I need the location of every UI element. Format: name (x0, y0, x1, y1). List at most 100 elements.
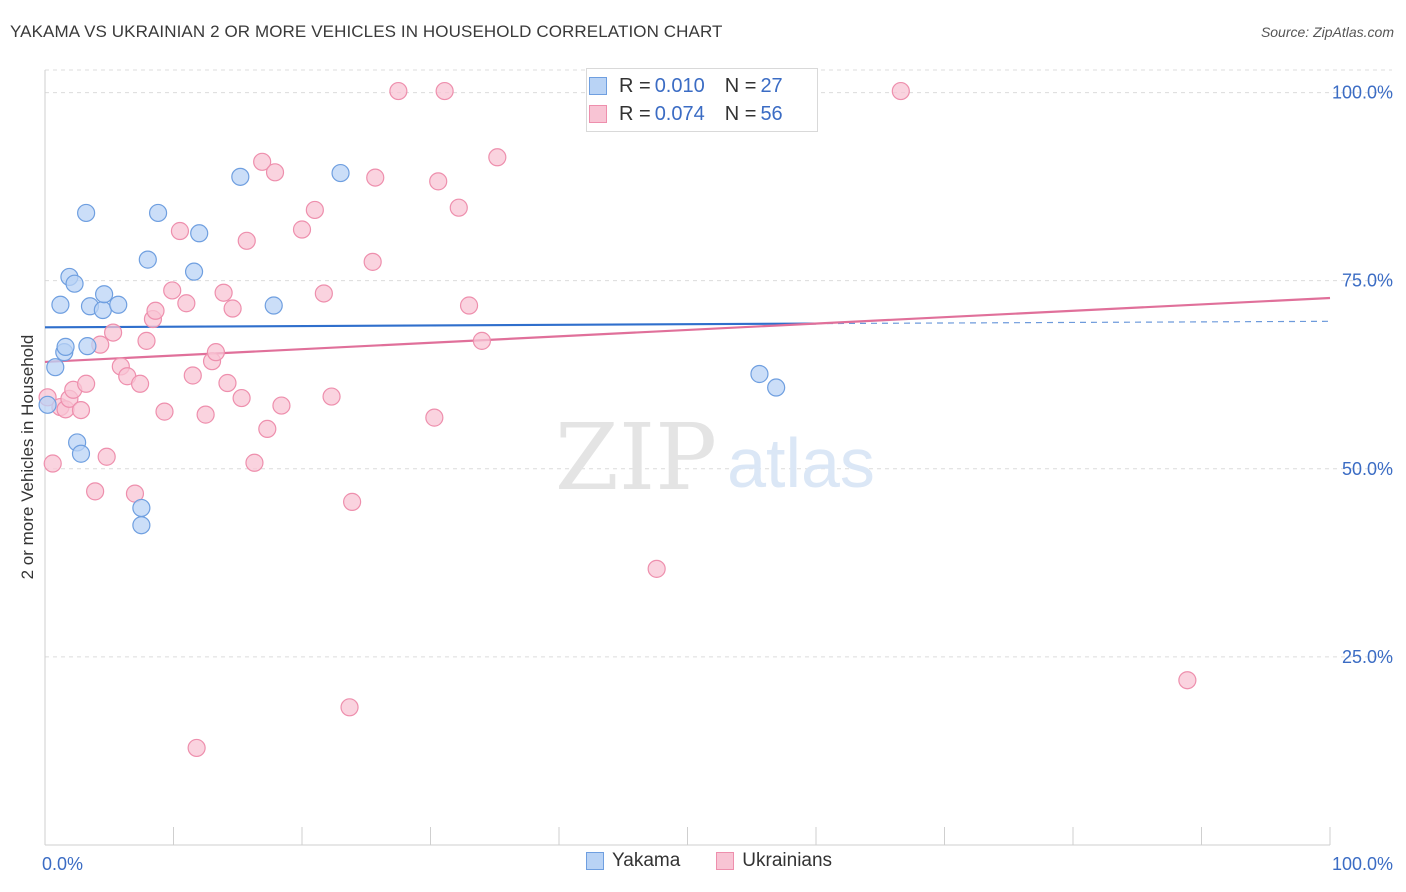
yakama-point (56, 337, 75, 356)
ukrainians-point (177, 294, 196, 313)
yakama-point (231, 167, 250, 186)
ukrainians-point (232, 388, 251, 408)
yakama-point (132, 516, 151, 535)
ukrainians-point (363, 252, 382, 271)
ukrainians-point (389, 81, 408, 101)
ukrainians-point (343, 492, 362, 511)
yakama-point (51, 295, 70, 314)
data-points (38, 81, 1197, 758)
ukrainians-point (488, 148, 507, 167)
legend-row-yakama: R = 0.010 N = 27 (587, 73, 783, 99)
ukrainians-point (104, 323, 123, 342)
legend-ukrainians-label: Ukrainians (742, 850, 833, 871)
ukrainians-point (183, 366, 202, 385)
legend-r-label: R = (619, 74, 651, 97)
ukrainians-point (77, 374, 96, 393)
x-tick-labels: 0.0% 100.0% (42, 854, 1393, 874)
yakama-point (184, 262, 204, 281)
x-tick-label: 100.0% (1332, 854, 1393, 874)
yakama-point (190, 224, 209, 243)
yakama-point (95, 285, 114, 304)
legend-r-value: 0.010 (654, 74, 705, 97)
yakama-swatch (589, 77, 607, 95)
x-tick-label: 0.0% (42, 854, 83, 874)
ukrainians-point (647, 559, 666, 578)
trend-lines (44, 296, 1331, 364)
ukrainians-point (258, 419, 277, 439)
ukrainians-point (322, 387, 341, 406)
legend-n-label: N = (724, 74, 757, 97)
ukrainians-point (245, 453, 264, 472)
ukrainians-point (472, 331, 491, 350)
yakama-point (71, 444, 91, 463)
ukrainians-point (43, 454, 62, 473)
ukrainians-point (1178, 671, 1197, 690)
y-tick-label: 50.0% (1342, 459, 1393, 479)
ukrainians-point (130, 374, 150, 393)
chart-title: YAKAMA VS UKRAINIAN 2 OR MORE VEHICLES I… (10, 22, 723, 41)
y-tick-labels: 25.0% 50.0% 75.0% 100.0% (1332, 83, 1393, 667)
yakama-trend-line (44, 322, 817, 329)
yakama-point (331, 163, 350, 183)
legend-item-yakama: Yakama (586, 850, 680, 872)
axes (44, 70, 1331, 846)
yakama-point (750, 364, 769, 384)
ukrainians-point (435, 81, 454, 101)
ukrainians-point (891, 81, 910, 101)
ukrainians-point (292, 220, 312, 239)
yakama-point (93, 300, 112, 320)
yakama-point (109, 295, 128, 314)
y-tick-label: 100.0% (1332, 83, 1393, 103)
ukrainians-point (429, 172, 448, 191)
ukrainians-point (155, 402, 174, 421)
yakama-point (132, 498, 151, 518)
ukrainians-point (223, 299, 242, 318)
yakama-point (264, 296, 283, 315)
yakama-point (38, 395, 57, 414)
ukrainians-point (366, 168, 385, 187)
ukrainians-point (237, 231, 256, 250)
legend-n-label: N = (724, 102, 757, 125)
ukrainians-point (214, 283, 233, 302)
yakama-point (148, 203, 168, 223)
ukrainians-point (305, 200, 324, 220)
ukrainians-point (425, 408, 444, 427)
watermark-atlas: atlas (727, 424, 875, 502)
ukrainians-point (218, 373, 237, 393)
ukrainians-point (71, 400, 91, 420)
ukrainians-point (146, 301, 165, 320)
ukrainians-swatch (589, 105, 607, 123)
yakama-trend-extension (815, 320, 1331, 325)
yakama-point (78, 337, 97, 356)
ukrainians-point (137, 331, 156, 350)
yakama-point (767, 378, 786, 397)
ukrainians-point (196, 405, 215, 424)
ukrainians-point (206, 343, 226, 362)
ukrainians-point (253, 152, 272, 171)
source-label: Source: ZipAtlas.com (1260, 24, 1394, 40)
ukrainians-point (272, 396, 291, 415)
ukrainians-trend-line (44, 296, 1331, 364)
series-legend: Yakama Ukrainians (586, 850, 868, 872)
ukrainians-swatch (716, 852, 735, 870)
grid-lines (45, 69, 1392, 658)
legend-r-value: 0.074 (654, 102, 705, 125)
ukrainians-point (187, 738, 206, 758)
legend-n-value: 27 (760, 74, 783, 97)
y-tick-label: 25.0% (1342, 647, 1393, 667)
ukrainians-point (340, 698, 359, 717)
ukrainians-point (97, 447, 116, 466)
stats-legend: R = 0.010 N = 27 R = 0.074 N = 56 (586, 68, 818, 132)
legend-item-ukrainians: Ukrainians (716, 850, 832, 872)
yakama-point (77, 203, 96, 223)
ukrainians-point (163, 281, 182, 300)
ukrainians-point (314, 284, 333, 303)
ukrainians-point (459, 296, 479, 315)
legend-row-ukrainians: R = 0.074 N = 56 (587, 101, 783, 127)
yakama-point (138, 250, 157, 269)
yakama-point (46, 358, 65, 377)
ukrainians-point (265, 163, 285, 182)
yakama-swatch (586, 852, 604, 870)
y-tick-label: 75.0% (1342, 271, 1393, 291)
